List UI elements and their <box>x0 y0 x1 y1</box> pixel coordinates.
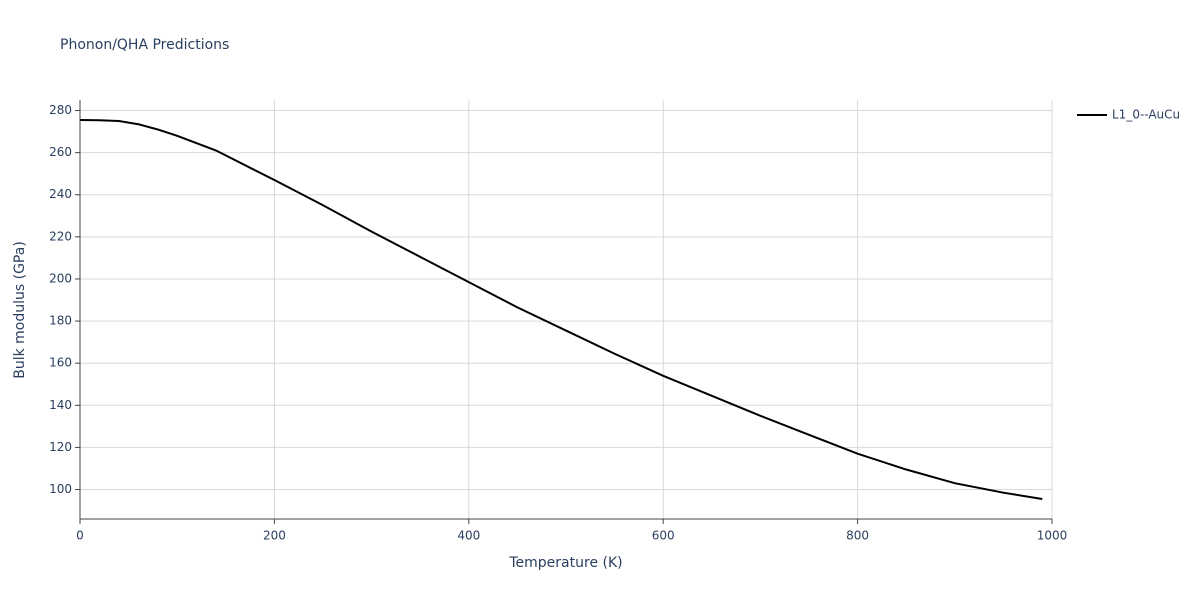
x-tick-label: 0 <box>76 529 84 543</box>
x-tick-label: 400 <box>457 529 480 543</box>
y-tick-label: 200 <box>49 271 72 285</box>
y-tick-label: 180 <box>49 314 72 328</box>
y-tick-label: 240 <box>49 187 72 201</box>
y-tick-label: 140 <box>49 398 72 412</box>
y-tick-label: 260 <box>49 145 72 159</box>
chart-title: Phonon/QHA Predictions <box>60 37 229 53</box>
x-tick-label: 1000 <box>1037 529 1068 543</box>
x-tick-label: 800 <box>846 529 869 543</box>
y-tick-label: 220 <box>49 229 72 243</box>
legend-label: L1_0--AuCu <box>1112 108 1180 122</box>
y-tick-label: 120 <box>49 440 72 454</box>
y-axis-label: Bulk modulus (GPa) <box>12 241 28 379</box>
x-tick-label: 600 <box>652 529 675 543</box>
y-tick-label: 280 <box>49 103 72 117</box>
x-axis-label: Temperature (K) <box>508 555 622 571</box>
y-tick-label: 100 <box>49 482 72 496</box>
data-line <box>79 119 1043 500</box>
x-tick-label: 200 <box>263 529 286 543</box>
y-tick-label: 160 <box>49 356 72 370</box>
